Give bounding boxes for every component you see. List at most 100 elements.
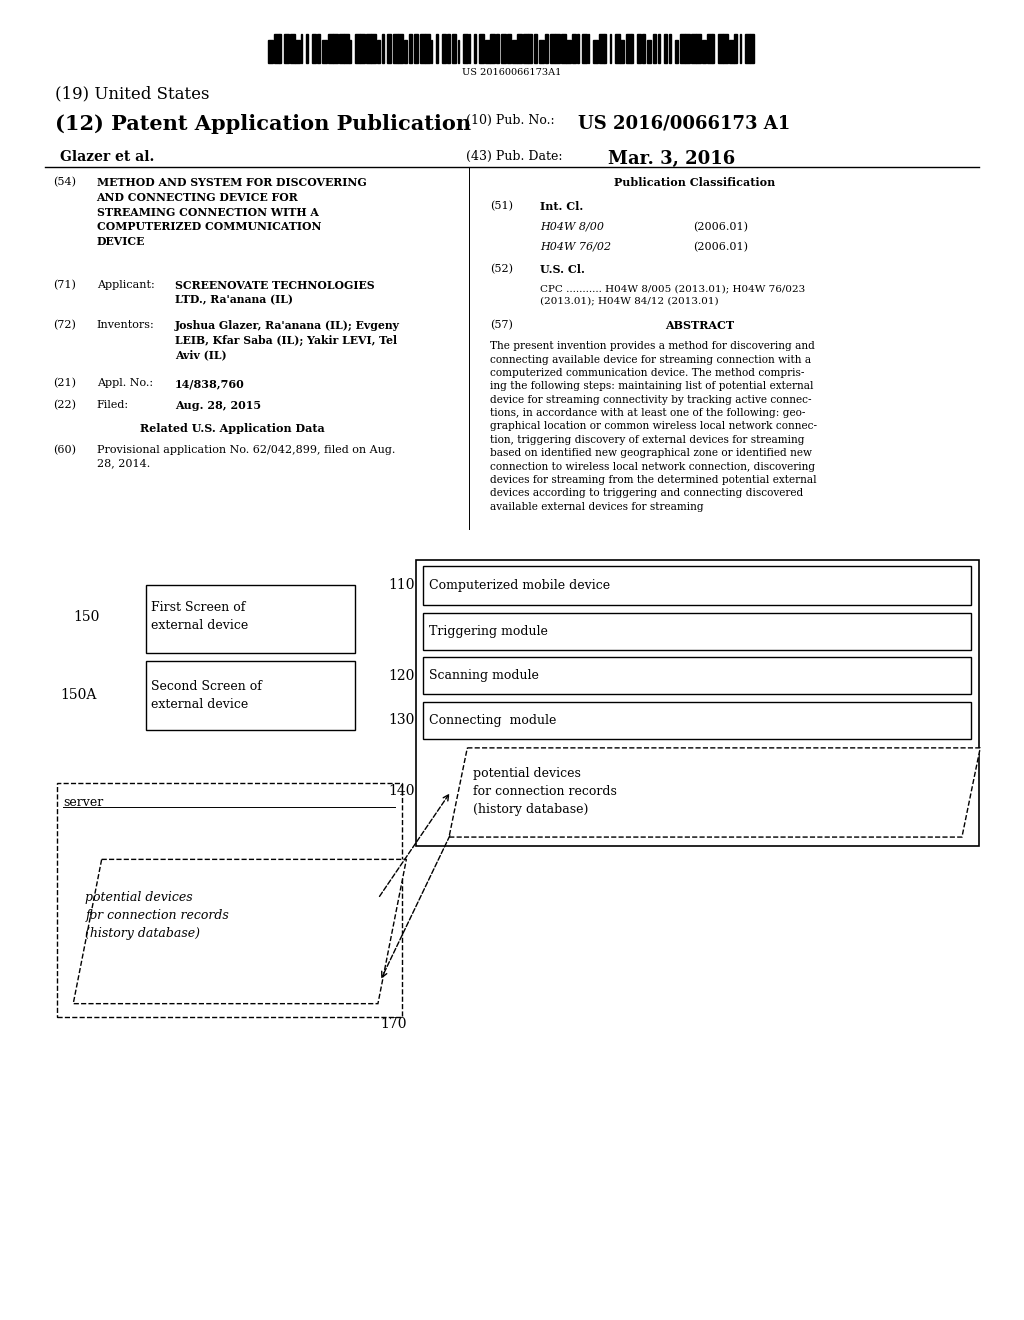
Bar: [653, 34, 656, 63]
Text: 140: 140: [388, 784, 415, 799]
FancyBboxPatch shape: [423, 702, 971, 739]
Bar: [323, 40, 328, 63]
Bar: [577, 34, 579, 63]
Bar: [295, 40, 300, 63]
Bar: [280, 34, 281, 63]
Bar: [593, 40, 598, 63]
Text: CPC ........... H04W 8/005 (2013.01); H04W 76/023
(2013.01); H04W 84/12 (2013.01: CPC ........... H04W 8/005 (2013.01); H0…: [541, 285, 806, 306]
Bar: [398, 34, 403, 63]
Bar: [344, 34, 349, 63]
FancyBboxPatch shape: [423, 565, 971, 605]
FancyBboxPatch shape: [423, 657, 971, 694]
Bar: [658, 34, 659, 63]
Text: (43) Pub. Date:: (43) Pub. Date:: [466, 149, 563, 162]
Bar: [469, 34, 470, 63]
Text: ABSTRACT: ABSTRACT: [666, 321, 734, 331]
Bar: [311, 34, 316, 63]
Text: Joshua Glazer, Ra'anana (IL); Evgeny
LEIB, Kfar Saba (IL); Yakir LEVI, Tel
Aviv : Joshua Glazer, Ra'anana (IL); Evgeny LEI…: [175, 321, 399, 360]
Text: (19) United States: (19) United States: [55, 86, 210, 103]
Bar: [588, 34, 590, 63]
Bar: [458, 40, 460, 63]
Text: server: server: [63, 796, 103, 809]
Bar: [453, 34, 456, 63]
Text: Computerized mobile device: Computerized mobile device: [429, 578, 610, 591]
Text: Scanning module: Scanning module: [429, 669, 539, 682]
Bar: [718, 34, 723, 63]
Bar: [420, 34, 425, 63]
Text: Glazer et al.: Glazer et al.: [60, 149, 155, 164]
Text: 14/838,760: 14/838,760: [175, 378, 245, 389]
Bar: [550, 34, 555, 63]
Bar: [637, 34, 641, 63]
Bar: [664, 34, 667, 63]
Bar: [701, 40, 707, 63]
Text: Filed:: Filed:: [96, 400, 129, 411]
Text: (60): (60): [53, 445, 76, 455]
Bar: [393, 34, 397, 63]
Bar: [739, 34, 741, 63]
FancyBboxPatch shape: [146, 585, 354, 653]
Bar: [371, 34, 376, 63]
Text: potential devices
for connection records
(history database): potential devices for connection records…: [85, 891, 229, 940]
Bar: [512, 40, 517, 63]
Bar: [675, 40, 678, 63]
Text: (54): (54): [53, 177, 76, 187]
Bar: [523, 34, 527, 63]
Bar: [441, 34, 446, 63]
Text: Connecting  module: Connecting module: [429, 714, 556, 727]
Text: U.S. Cl.: U.S. Cl.: [541, 264, 586, 275]
Text: 170: 170: [380, 1016, 407, 1031]
Text: Related U.S. Application Data: Related U.S. Application Data: [140, 422, 325, 433]
Bar: [561, 34, 565, 63]
Bar: [485, 40, 489, 63]
Text: SCREENOVATE TECHNOLOGIES
LTD., Ra'anana (IL): SCREENOVATE TECHNOLOGIES LTD., Ra'anana …: [175, 280, 375, 305]
Text: Aug. 28, 2015: Aug. 28, 2015: [175, 400, 261, 412]
Text: H04W 8/00: H04W 8/00: [541, 222, 604, 232]
Bar: [431, 40, 432, 63]
Text: 130: 130: [388, 713, 415, 727]
Text: (51): (51): [489, 201, 513, 211]
Bar: [604, 34, 606, 63]
Bar: [669, 34, 671, 63]
Bar: [545, 34, 548, 63]
Text: Provisional application No. 62/042,899, filed on Aug.
28, 2014.: Provisional application No. 62/042,899, …: [96, 445, 395, 469]
Bar: [479, 34, 484, 63]
Bar: [377, 40, 380, 63]
Bar: [409, 34, 413, 63]
Bar: [474, 34, 476, 63]
Bar: [707, 34, 712, 63]
Bar: [566, 40, 571, 63]
Bar: [290, 34, 295, 63]
Bar: [734, 34, 737, 63]
Bar: [490, 34, 496, 63]
Polygon shape: [450, 748, 980, 837]
Bar: [696, 34, 701, 63]
FancyBboxPatch shape: [423, 612, 971, 649]
Text: METHOD AND SYSTEM FOR DISCOVERING
AND CONNECTING DEVICE FOR
STREAMING CONNECTION: METHOD AND SYSTEM FOR DISCOVERING AND CO…: [96, 177, 367, 247]
Bar: [631, 34, 633, 63]
Text: H04W 76/02: H04W 76/02: [541, 242, 611, 252]
Bar: [680, 34, 685, 63]
Text: 150A: 150A: [60, 689, 96, 702]
Bar: [306, 34, 308, 63]
Text: US 20160066173A1: US 20160066173A1: [462, 69, 562, 78]
Bar: [729, 40, 733, 63]
Bar: [534, 34, 537, 63]
Bar: [507, 34, 511, 63]
Bar: [583, 34, 588, 63]
Polygon shape: [74, 859, 407, 1003]
Text: potential devices
for connection records
(history database): potential devices for connection records…: [473, 767, 617, 816]
Bar: [447, 34, 451, 63]
Text: First Screen of
external device: First Screen of external device: [152, 601, 249, 632]
Text: 150: 150: [74, 610, 99, 624]
Bar: [571, 34, 577, 63]
Bar: [415, 34, 418, 63]
Bar: [621, 40, 624, 63]
Bar: [382, 34, 384, 63]
Bar: [333, 34, 338, 63]
Text: Applicant:: Applicant:: [96, 280, 155, 289]
Bar: [339, 34, 343, 63]
Bar: [642, 34, 645, 63]
Text: (72): (72): [53, 321, 76, 330]
Text: Publication Classification: Publication Classification: [614, 177, 775, 189]
